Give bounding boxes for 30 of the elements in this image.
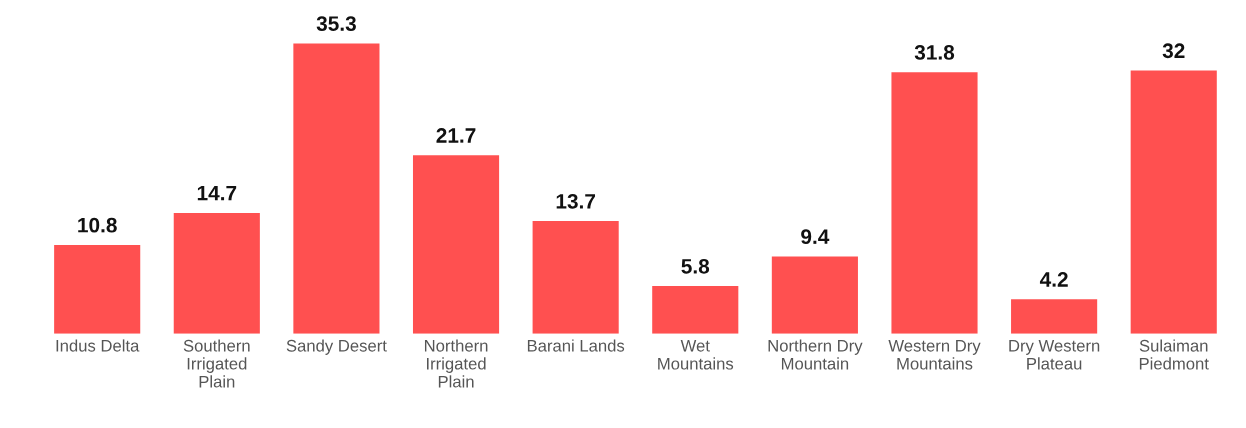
data-label: 31.8 [914, 45, 955, 60]
data-label: 4.2 [1039, 272, 1068, 287]
bar [173, 212, 260, 334]
data-label: 21.7 [436, 128, 476, 143]
data-label: 35.3 [316, 16, 356, 31]
bar [1011, 299, 1098, 334]
x-tick-label: Sulaiman Piedmont [1139, 339, 1209, 370]
x-tick-label: Indus Delta [56, 339, 140, 352]
x-tick-label: Dry Western Plateau [1009, 340, 1100, 370]
data-label: 32 [1162, 43, 1185, 59]
x-tick-label: Western Dry Mountains [888, 340, 981, 370]
data-label: 9.4 [801, 229, 830, 245]
bar [652, 286, 739, 334]
data-label: 14.7 [197, 185, 237, 201]
data-label: 13.7 [556, 193, 596, 209]
bar [293, 43, 380, 334]
bar [771, 256, 858, 334]
x-tick-label: Northern Dry Mountain [768, 339, 863, 370]
bar [412, 155, 500, 334]
bar [532, 221, 619, 334]
x-tick-label: Northern Irrigated Plain [424, 339, 488, 388]
data-label: 10.8 [78, 217, 117, 233]
data-label: 5.8 [681, 258, 710, 274]
x-tick-label: Barani Lands [527, 339, 625, 352]
x-tick-label: Sandy Desert [286, 339, 387, 355]
bar [1130, 70, 1217, 334]
bar [54, 244, 141, 334]
x-tick-label: Southern Irrigated Plain [183, 339, 250, 388]
bar [891, 72, 978, 334]
x-tick-label: Wet Mountains [658, 340, 734, 370]
